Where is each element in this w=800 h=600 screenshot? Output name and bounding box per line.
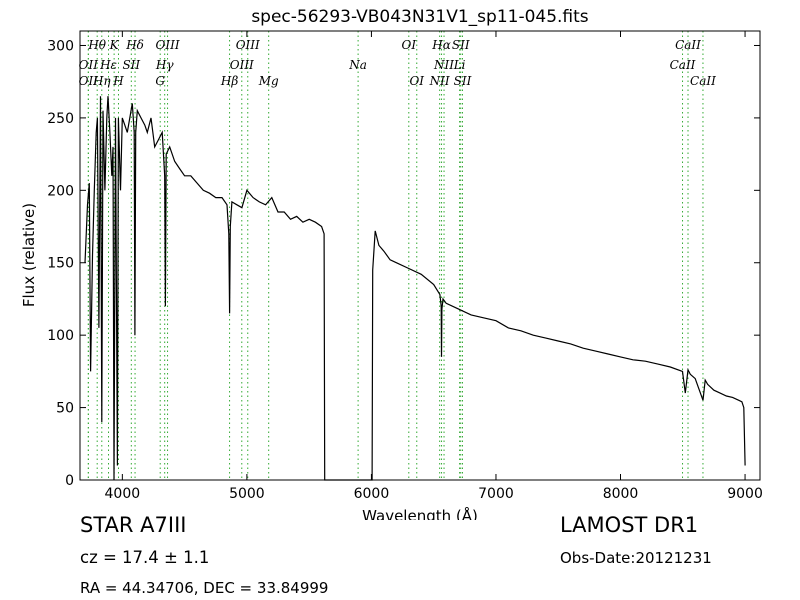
line-label-3: Hη (92, 74, 111, 88)
x-axis-ticks: 4000 5000 6000 7000 8000 9000 (105, 31, 763, 502)
line-label-23: NII (429, 74, 450, 88)
y-axis-ticks: 0 50 100 150 200 250 300 (47, 38, 760, 489)
line-label-10: Hγ (155, 58, 174, 72)
y-tick-label-6: 300 (47, 38, 74, 54)
x-tick-label-4: 8000 (603, 486, 639, 502)
line-label-21: NII (433, 58, 454, 72)
spectral-line-markers (87, 31, 704, 480)
y-tick-label-5: 250 (47, 111, 74, 127)
line-label-14: Hβ (220, 74, 238, 88)
observation-date: Obs-Date:20121231 (560, 549, 712, 567)
line-label-9: OIII (156, 38, 180, 52)
x-tick-label-3: 7000 (478, 486, 514, 502)
y-tick-label-1: 50 (56, 401, 74, 417)
line-label-1: OII (79, 58, 99, 72)
line-label-8: Hδ (125, 38, 144, 52)
x-axis-label: Wavelength (Å) (362, 506, 478, 520)
coordinates: RA = 44.34706, DEC = 33.84999 (80, 579, 329, 597)
line-label-20: SII (452, 38, 470, 52)
line-label-27: CaII (690, 74, 716, 88)
line-label-18: OI (409, 74, 424, 88)
line-label-24: SII (454, 74, 472, 88)
x-tick-label-1: 5000 (229, 486, 265, 502)
spectrum-line (84, 96, 746, 481)
line-label-25: CaII (675, 38, 701, 52)
chart-title: spec-56293-VB043N31V1_sp11-045.fits (251, 7, 588, 27)
line-label-16: Na (348, 58, 367, 72)
plot-frame (79, 30, 761, 481)
y-axis-label: Flux (relative) (20, 203, 38, 307)
line-label-11: G (155, 74, 165, 88)
line-label-0: Hθ (87, 38, 106, 52)
line-label-19: Hα (431, 38, 451, 52)
line-label-13: OIII (230, 58, 254, 72)
line-label-4: K (109, 38, 120, 52)
line-label-6: SII (122, 58, 140, 72)
x-tick-label-5: 9000 (727, 486, 763, 502)
y-tick-label-3: 150 (47, 256, 74, 272)
y-tick-label-0: 0 (65, 473, 74, 489)
redshift-value: cz = 17.4 ± 1.1 (80, 548, 210, 567)
line-label-15: Mg (258, 74, 279, 88)
line-label-22: Li (453, 58, 466, 72)
y-tick-label-2: 100 (47, 328, 74, 344)
x-tick-label-0: 4000 (105, 486, 141, 502)
y-tick-label-4: 200 (47, 183, 74, 199)
survey-name: LAMOST DR1 (560, 513, 699, 537)
x-tick-label-2: 6000 (354, 486, 390, 502)
line-label-17: OI (402, 38, 417, 52)
line-label-7: H (112, 74, 124, 88)
line-label-26: CaII (670, 58, 696, 72)
spectrum-chart: spec-56293-VB043N31V1_sp11-045.fits Hθ OI… (20, 7, 763, 520)
line-label-2: OII (79, 74, 99, 88)
line-label-12: OIII (236, 38, 260, 52)
line-label-5: Hε (99, 58, 117, 72)
object-class: STAR A7III (80, 513, 187, 537)
